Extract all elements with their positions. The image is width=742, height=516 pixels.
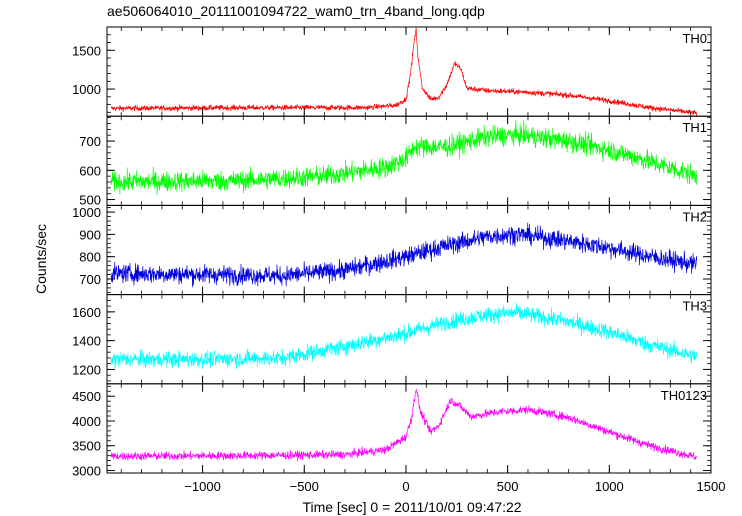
panel-th0: 1000 1500 TH0 (72, 26, 712, 117)
y-tick-label: 3000 (72, 464, 101, 479)
series-line-th2 (110, 222, 698, 288)
panels-group: 1000 1500 TH0 500 600 700 TH1 700 800 900 1000 TH2 1… (72, 26, 712, 479)
y-tick-label: 700 (79, 134, 101, 149)
panel-frame (106, 383, 712, 474)
y-tick-label: 500 (79, 193, 101, 208)
y-tick-label: 3500 (72, 439, 101, 454)
y-tick-label: 1200 (72, 362, 101, 377)
y-axis-label: Counts/sec (33, 224, 49, 294)
series-line-th3 (110, 302, 698, 369)
panel-label-th3: TH3 (682, 299, 707, 314)
panel-th1: 500 600 700 TH1 (79, 115, 712, 208)
y-tick-label: 700 (79, 272, 101, 287)
panel-frame (106, 294, 712, 385)
x-tick-label: 1000 (595, 479, 624, 494)
y-tick-label: 1400 (72, 334, 101, 349)
x-tick-label: −1000 (184, 479, 221, 494)
panel-th2: 700 800 900 1000 TH2 (72, 204, 712, 296)
y-tick-label: 1600 (72, 305, 101, 320)
series-line-th0 (110, 27, 698, 116)
y-tick-label: 4500 (72, 389, 101, 404)
x-tick-label: 1500 (697, 479, 726, 494)
y-tick-label: 4000 (72, 414, 101, 429)
y-tick-label: 1000 (72, 205, 101, 220)
y-tick-label: 800 (79, 250, 101, 265)
panel-label-th0123: TH0123 (661, 388, 707, 403)
x-tick-label: 500 (497, 479, 519, 494)
x-axis-label: Time [sec] 0 = 2011/10/01 09:47:22 (302, 499, 521, 515)
series-line-th1 (110, 120, 698, 196)
x-axis: −1000 −500 0 500 1000 1500 (184, 479, 725, 494)
chart-title: ae506064010_20111001094722_wam0_trn_4ban… (107, 3, 485, 19)
y-tick-label: 600 (79, 163, 101, 178)
y-tick-label: 1500 (72, 43, 101, 58)
y-tick-label: 900 (79, 227, 101, 242)
x-tick-label: 0 (402, 479, 409, 494)
y-tick-label: 1000 (72, 82, 101, 97)
panel-label-th2: TH2 (682, 209, 707, 224)
panel-th0123: 3000 3500 4000 4500 TH0123 (72, 383, 712, 479)
series-line-th0123 (110, 389, 698, 462)
x-tick-label: −500 (290, 479, 319, 494)
panel-frame (106, 115, 712, 206)
panel-label-th1: TH1 (682, 120, 707, 135)
panel-label-th0: TH0 (682, 31, 707, 46)
panel-th3: 1200 1400 1600 TH3 (72, 294, 712, 385)
